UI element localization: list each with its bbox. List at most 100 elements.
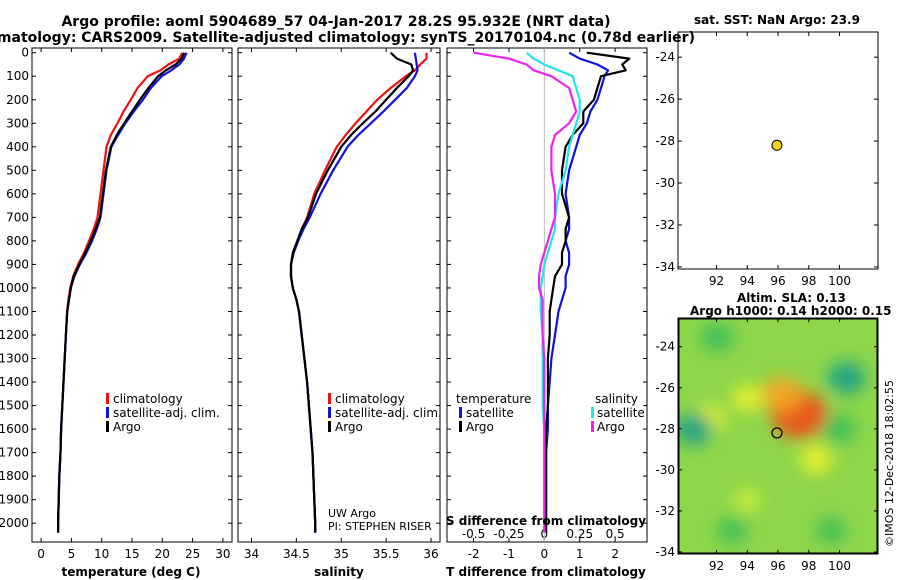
x-tick-label: 0 xyxy=(37,547,45,561)
salinity-diff-tick-label: -0.25 xyxy=(493,527,524,541)
depth-tick-label: 2000 xyxy=(0,516,29,530)
legend-title-salinity: salinity xyxy=(595,392,638,406)
legend-swatch-argo xyxy=(328,421,331,432)
legend-swatch-climatology xyxy=(106,393,109,404)
legend-label-satellite: satellite-adj. clim. xyxy=(113,406,220,420)
legend-label-argo: Argo xyxy=(335,420,363,434)
temperature-legend: climatology satellite-adj. clim. Argo xyxy=(106,392,220,434)
series-line-temperature-argo xyxy=(544,51,631,533)
legend-swatch-satellite xyxy=(106,407,109,418)
depth-tick-label: 700 xyxy=(6,210,29,224)
sla-map-title-line2: Argo h1000: 0.14 h2000: 0.15 xyxy=(690,304,891,318)
map-y-tick-label: -30 xyxy=(655,463,675,477)
map-y-tick-label: -24 xyxy=(655,340,675,354)
salinity-diff-tick-label: -0.5 xyxy=(462,527,485,541)
legend-label-climatology: climatology xyxy=(113,392,183,406)
legend-swatch-satellite xyxy=(328,407,331,418)
sla-blobs xyxy=(679,322,866,544)
sla-hotspot xyxy=(815,517,847,544)
salinity-diff-tick-label: 0.5 xyxy=(606,527,625,541)
depth-tick-label: 1200 xyxy=(0,328,29,342)
x-tick-label: -2 xyxy=(468,547,480,561)
sla-hotspot xyxy=(821,414,857,444)
salinity-diff-tick-label: 0.25 xyxy=(566,527,593,541)
map-y-tick-label: -32 xyxy=(655,218,675,232)
legend-swatch-temp-satellite xyxy=(459,407,462,418)
series-line-salinity-satellite xyxy=(525,51,581,533)
legend-swatch-sal-argo xyxy=(591,421,594,432)
series-line-salinity-argo xyxy=(473,51,578,533)
legend-swatch-argo xyxy=(106,421,109,432)
legend-swatch-sal-satellite xyxy=(591,407,594,418)
map-x-tick-label: 96 xyxy=(770,274,785,288)
legend-label-climatology: climatology xyxy=(335,392,405,406)
x-tick-label: 1 xyxy=(576,547,584,561)
map-x-tick-label: 100 xyxy=(828,274,851,288)
x-tick-label: 34 xyxy=(244,547,259,561)
difference-legend: temperature salinity satellite Argo sate… xyxy=(456,392,645,434)
map-y-tick-label: -28 xyxy=(655,134,675,148)
map-y-tick-label: -34 xyxy=(655,260,675,274)
depth-tick-label: 500 xyxy=(6,163,29,177)
depth-tick-label: 1100 xyxy=(0,304,29,318)
series-line-climatology xyxy=(56,52,184,533)
depth-tick-label: 1700 xyxy=(0,446,29,460)
x-tick-label: 15 xyxy=(124,547,139,561)
sla-hotspot xyxy=(699,322,735,352)
sla-hotspot xyxy=(679,412,714,446)
sla-map: 92 94 96 98 100 -24 -26 -28 -30 -32 -34 xyxy=(655,318,878,573)
x-tick-label: 30 xyxy=(215,547,230,561)
series-line-argo xyxy=(289,51,415,533)
map-x-tick-label: 98 xyxy=(801,274,816,288)
map-y-tick-label: -32 xyxy=(655,504,675,518)
sst-map-title: sat. SST: NaN Argo: 23.9 xyxy=(694,13,860,27)
map-x-tick-label: 92 xyxy=(709,274,724,288)
x-tick-label: 0 xyxy=(541,547,549,561)
temperature-x-axis-label: temperature (deg C) xyxy=(62,565,201,579)
credit-uw-argo: UW Argo xyxy=(328,507,376,520)
x-tick-label: 5 xyxy=(68,547,76,561)
salinity-legend: climatology satellite-adj. clim. Argo UW… xyxy=(328,392,442,533)
legend-label-temp-satellite: satellite xyxy=(466,406,514,420)
map-y-tick-label: -26 xyxy=(655,381,675,395)
x-tick-label: 2 xyxy=(611,547,619,561)
difference-x-axis-label: T difference from climatology xyxy=(446,565,646,579)
map-y-tick-label: -34 xyxy=(655,545,675,559)
depth-tick-label: 200 xyxy=(6,93,29,107)
sla-hotspot xyxy=(827,361,866,395)
sla-map-title-line1: Altim. SLA: 0.13 xyxy=(737,291,846,305)
x-tick-label: 34.5 xyxy=(283,547,310,561)
legend-label-satellite: satellite-adj. clim. xyxy=(335,406,442,420)
x-tick-label: 25 xyxy=(185,547,200,561)
depth-tick-label: 1400 xyxy=(0,375,29,389)
imos-watermark: ©IMOS 12-Dec-2018 18:02:55 xyxy=(883,380,896,547)
depth-tick-label: 800 xyxy=(6,234,29,248)
sla-heatmap xyxy=(679,319,877,553)
series-line-temperature-satellite xyxy=(544,51,610,533)
legend-label-temp-argo: Argo xyxy=(466,420,494,434)
map-y-tick-label: -24 xyxy=(655,50,675,64)
credit-pi: PI: STEPHEN RISER xyxy=(328,520,432,533)
argo-location-marker xyxy=(771,139,783,151)
map-y-tick-label: -28 xyxy=(655,422,675,436)
legend-title-temperature: temperature xyxy=(456,392,531,406)
depth-tick-label: 100 xyxy=(6,69,29,83)
legend-label-argo: Argo xyxy=(113,420,141,434)
x-tick-label: 36 xyxy=(423,547,438,561)
depth-tick-label: 400 xyxy=(6,140,29,154)
series-line-argo xyxy=(56,52,186,533)
depth-tick-label: 1000 xyxy=(0,281,29,295)
sst-map: 92 94 96 98 100 -24 -26 -28 -30 -32 -34 xyxy=(655,32,878,288)
x-tick-label: 10 xyxy=(94,547,109,561)
legend-label-sal-satellite: satellite xyxy=(597,406,645,420)
map-y-tick-label: -26 xyxy=(655,92,675,106)
depth-tick-label: 1300 xyxy=(0,352,29,366)
temperature-plot: 0 5 10 15 20 25 300100200300400500600700800900… xyxy=(0,46,232,561)
map-x-tick-label: 100 xyxy=(828,559,851,573)
depth-tick-label: 1500 xyxy=(0,399,29,413)
series-line-climatology xyxy=(289,52,428,533)
difference-top-axis-label: S difference from climatology xyxy=(446,514,646,528)
x-tick-label: 35 xyxy=(334,547,349,561)
sla-hotspot xyxy=(761,376,804,412)
